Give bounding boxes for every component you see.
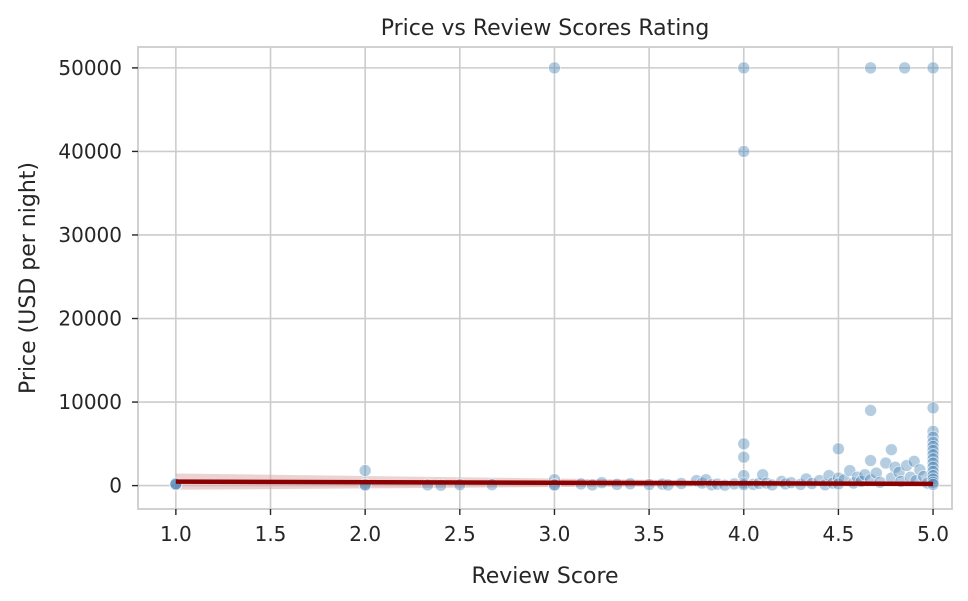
data-point	[864, 61, 877, 75]
data-point	[900, 459, 913, 472]
y-axis-title: Price (USD per night)	[16, 162, 41, 394]
x-tick-label: 4.0	[728, 522, 760, 546]
data-point	[926, 61, 940, 75]
data-point	[358, 464, 372, 477]
plot-frame	[137, 46, 953, 510]
x-tick-label: 2.0	[349, 522, 381, 546]
regression-line	[175, 479, 934, 487]
x-tick-label: 3.0	[539, 522, 571, 546]
grid	[138, 47, 952, 509]
data-point	[737, 145, 751, 158]
x-tick-label: 4.5	[823, 522, 855, 546]
y-tick-label: 50000	[58, 56, 122, 80]
x-axis: 1.0 1.5 2.0 2.5 3.0 3.5 4.0 4.5 5.0	[160, 509, 949, 546]
data-point	[548, 61, 561, 75]
y-tick-label: 10000	[58, 390, 122, 414]
data-point	[737, 450, 751, 464]
x-tick-label: 3.5	[633, 522, 665, 546]
y-tick-label: 20000	[58, 307, 122, 331]
y-tick-label: 30000	[58, 223, 122, 247]
x-tick-label: 5.0	[917, 522, 949, 546]
x-axis-title: Review Score	[471, 564, 618, 589]
data-point	[926, 469, 940, 482]
data-point	[879, 456, 893, 470]
data-point	[756, 468, 770, 482]
chart-title: Price vs Review Scores Rating	[381, 16, 710, 41]
data-point	[737, 61, 751, 75]
x-tick-label: 1.0	[160, 522, 192, 546]
data-point	[898, 61, 912, 75]
y-axis: 0 10000 20000 30000 40000 50000	[58, 56, 138, 498]
data-point	[926, 430, 940, 444]
x-tick-label: 1.5	[255, 522, 287, 546]
data-point	[885, 443, 898, 457]
y-tick-label: 0	[109, 474, 122, 498]
regression-line-group	[175, 479, 934, 487]
data-point	[832, 442, 845, 456]
data-point	[913, 463, 927, 477]
x-tick-label: 2.5	[444, 522, 476, 546]
data-point	[737, 437, 751, 451]
data-point	[926, 401, 940, 415]
y-tick-label: 40000	[58, 139, 122, 163]
data-point	[864, 454, 877, 467]
data-point	[864, 404, 877, 417]
data-point	[926, 465, 940, 478]
